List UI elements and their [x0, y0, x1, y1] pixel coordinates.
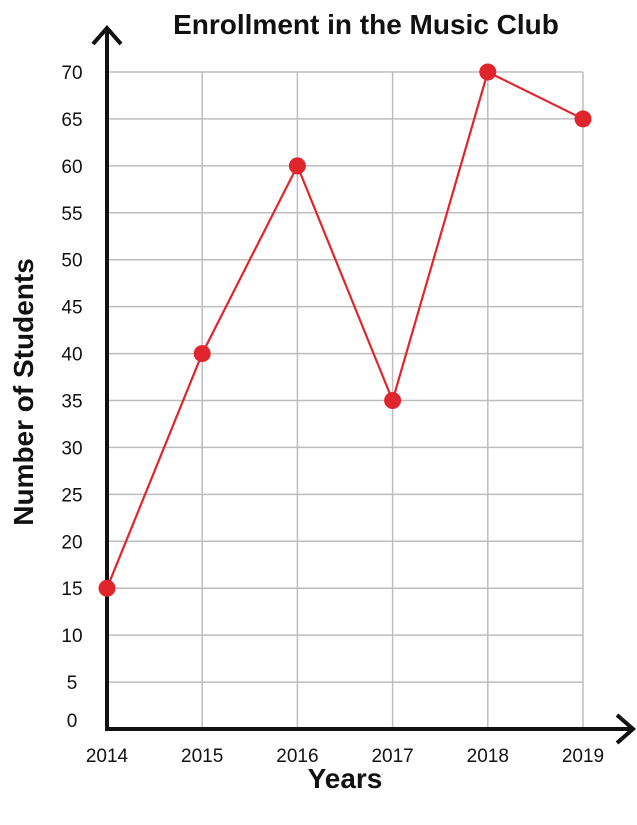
y-tick-label: 40 [61, 345, 82, 366]
y-tick-label: 25 [61, 485, 82, 506]
x-tick-label: 2017 [371, 746, 413, 767]
x-axis-arrowhead [615, 713, 637, 745]
y-tick-label: 5 [67, 673, 78, 694]
y-tick-label: 10 [61, 626, 82, 647]
y-axis-label: Number of Students [8, 258, 39, 526]
y-tick-label: 60 [61, 157, 82, 178]
x-tick-label: 2014 [86, 746, 129, 767]
data-point [288, 157, 306, 175]
y-tick-label: 0 [67, 711, 78, 732]
data-point [193, 345, 211, 363]
y-tick-label: 50 [61, 251, 82, 272]
y-axis-arrowhead [91, 24, 123, 46]
x-tick-label: 2015 [181, 746, 223, 767]
series-line-group [105, 70, 584, 589]
axes [91, 24, 637, 745]
y-tick-label: 15 [61, 579, 82, 600]
y-tick-label: 45 [61, 298, 82, 319]
data-points [98, 63, 592, 597]
data-point [574, 110, 592, 128]
y-tick-label: 55 [61, 204, 82, 225]
data-point [98, 579, 116, 597]
chart-title: Enrollment in the Music Club [173, 9, 559, 40]
x-tick-label: 2016 [276, 746, 318, 767]
y-tick-label: 70 [61, 63, 82, 84]
x-tick-label: 2019 [562, 746, 604, 767]
x-tick-label: 2018 [467, 746, 509, 767]
grid [107, 71, 584, 729]
x-tick-labels: 2014 2015 2016 2017 2018 2019 [86, 746, 604, 767]
y-tick-label: 35 [61, 392, 82, 413]
data-point [384, 392, 402, 409]
x-axis-label: Years [308, 763, 383, 794]
y-tick-label: 65 [61, 110, 82, 131]
y-tick-label: 30 [61, 438, 82, 459]
data-point [479, 63, 497, 81]
series-line [105, 70, 584, 589]
y-tick-labels: 0 5 10 15 20 25 30 35 40 45 50 55 60 65 70 [61, 63, 82, 732]
y-tick-label: 20 [61, 532, 82, 553]
